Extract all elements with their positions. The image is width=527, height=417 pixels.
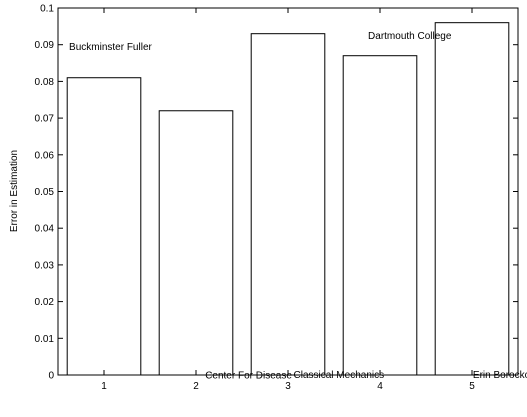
bar <box>66 77 142 376</box>
bar <box>434 22 510 376</box>
bar <box>250 33 326 376</box>
annotation-label: Buckminster Fuller <box>69 42 152 53</box>
x-tick-label: 3 <box>285 381 291 392</box>
x-tick-label: 2 <box>193 381 199 392</box>
x-tick-label: 4 <box>377 381 383 392</box>
y-tick-label: 0.07 <box>35 114 55 125</box>
y-tick-label: 0.06 <box>35 150 55 161</box>
bar <box>158 110 234 376</box>
annotation-label: Dartmouth College <box>368 31 452 42</box>
y-axis-label: Error in Estimation <box>9 150 20 232</box>
y-tick-label: 0.05 <box>35 187 55 198</box>
y-tick-label: 0.02 <box>35 297 55 308</box>
y-tick-label: 0.09 <box>35 40 55 51</box>
y-tick-label: 0 <box>48 371 54 382</box>
annotation-label: Center For Disease <box>205 370 292 381</box>
x-tick-label: 5 <box>469 381 475 392</box>
bar <box>342 55 418 376</box>
annotation-label: Erin Borockowich <box>473 370 527 381</box>
annotation-label: Classical Mechanics <box>294 370 385 381</box>
y-tick-label: 0.04 <box>35 224 55 235</box>
x-tick-label: 1 <box>101 381 107 392</box>
y-tick-label: 0.03 <box>35 260 55 271</box>
y-tick-label: 0.1 <box>40 4 54 15</box>
y-tick-label: 0.01 <box>35 334 55 345</box>
y-tick-label: 0.08 <box>35 77 55 88</box>
